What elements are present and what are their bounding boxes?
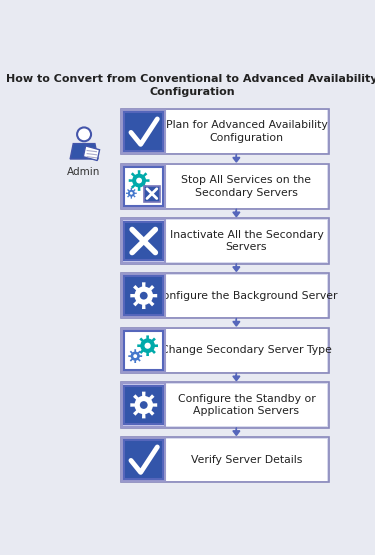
Polygon shape [83, 146, 100, 160]
FancyBboxPatch shape [124, 441, 163, 479]
FancyBboxPatch shape [122, 219, 165, 263]
FancyBboxPatch shape [122, 329, 327, 371]
Text: Plan for Advanced Availability
Configuration: Plan for Advanced Availability Configura… [166, 120, 327, 143]
FancyBboxPatch shape [120, 327, 329, 373]
FancyBboxPatch shape [122, 110, 165, 153]
FancyBboxPatch shape [122, 275, 327, 317]
Polygon shape [128, 349, 142, 363]
Text: Verify Server Details: Verify Server Details [191, 455, 302, 465]
Text: How to Convert from Conventional to Advanced Availability
Configuration: How to Convert from Conventional to Adva… [6, 74, 375, 97]
FancyBboxPatch shape [122, 220, 327, 262]
Text: Configure the Standby or
Application Servers: Configure the Standby or Application Ser… [178, 394, 315, 416]
Text: Change Secondary Server Type: Change Secondary Server Type [161, 345, 332, 355]
FancyBboxPatch shape [122, 384, 165, 427]
Polygon shape [137, 335, 158, 356]
FancyBboxPatch shape [122, 329, 165, 372]
FancyBboxPatch shape [120, 382, 329, 428]
FancyArrow shape [233, 264, 240, 271]
FancyBboxPatch shape [122, 438, 165, 481]
Circle shape [140, 292, 148, 300]
FancyBboxPatch shape [124, 167, 163, 205]
FancyBboxPatch shape [120, 109, 329, 154]
FancyBboxPatch shape [144, 185, 160, 201]
FancyBboxPatch shape [124, 113, 163, 151]
FancyBboxPatch shape [124, 386, 163, 424]
Text: Admin: Admin [68, 166, 101, 176]
FancyBboxPatch shape [122, 274, 165, 317]
FancyBboxPatch shape [120, 273, 329, 319]
FancyBboxPatch shape [122, 110, 327, 153]
FancyBboxPatch shape [124, 222, 163, 260]
FancyArrow shape [233, 373, 240, 381]
Circle shape [136, 178, 142, 184]
FancyBboxPatch shape [122, 165, 165, 208]
Circle shape [140, 401, 148, 409]
Text: Configure the Background Server: Configure the Background Server [155, 291, 338, 301]
Text: Inactivate All the Secondary
Servers: Inactivate All the Secondary Servers [170, 230, 323, 252]
FancyBboxPatch shape [122, 384, 327, 426]
FancyArrow shape [233, 209, 240, 217]
Circle shape [77, 128, 91, 142]
Polygon shape [129, 170, 150, 191]
FancyBboxPatch shape [124, 276, 163, 315]
FancyArrow shape [233, 319, 240, 326]
FancyBboxPatch shape [120, 218, 329, 264]
Polygon shape [130, 282, 157, 309]
FancyBboxPatch shape [122, 165, 327, 208]
Circle shape [130, 192, 133, 195]
Text: Stop All Services on the
Secondary Servers: Stop All Services on the Secondary Serve… [182, 175, 311, 198]
FancyBboxPatch shape [120, 164, 329, 209]
Circle shape [133, 354, 137, 358]
FancyBboxPatch shape [122, 438, 327, 481]
FancyArrow shape [233, 154, 240, 162]
FancyArrow shape [233, 428, 240, 436]
Polygon shape [126, 188, 137, 199]
FancyBboxPatch shape [120, 437, 329, 482]
Polygon shape [70, 144, 98, 159]
Circle shape [144, 342, 151, 349]
FancyBboxPatch shape [124, 331, 163, 370]
Polygon shape [130, 392, 157, 418]
